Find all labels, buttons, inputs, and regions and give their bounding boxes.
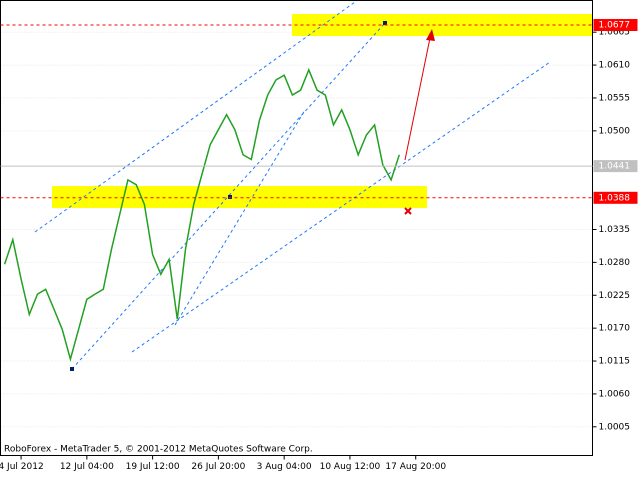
x-tick-label: 26 Jul 20:00	[191, 462, 245, 472]
pivot	[70, 367, 74, 371]
price-line	[3, 67, 401, 363]
level-label: 1.0388	[599, 193, 631, 203]
level-label-box	[593, 19, 638, 32]
y-tick-label: 1.0005	[599, 422, 631, 432]
stop-mark	[404, 207, 412, 215]
channel-lines	[34, 1, 551, 370]
y-tick-label: 1.0225	[599, 291, 631, 301]
y-tick-label: 1.0555	[599, 93, 631, 103]
y-tick-label: 1.0335	[599, 225, 631, 235]
x-tick-label: 10 Aug 12:00	[320, 462, 381, 472]
current-price-box	[593, 160, 638, 173]
pivot	[228, 195, 232, 199]
y-tick-label: 1.0115	[599, 357, 631, 367]
y-tick-label: 1.0500	[599, 126, 631, 136]
y-tick-label: 1.0280	[599, 258, 631, 268]
x-tick-label: 4 Jul 2012	[0, 462, 44, 472]
x-tick-label: 12 Jul 04:00	[60, 462, 114, 472]
x-tick-label: 19 Jul 12:00	[126, 462, 180, 472]
x-tick-label: 17 Aug 20:00	[385, 462, 446, 472]
y-tick-label: 1.0610	[599, 61, 631, 71]
pivot-markers	[70, 21, 387, 371]
current-price-label: 1.0441	[599, 162, 631, 172]
copyright: RoboForex - MetaTrader 5, © 2001-2012 Me…	[4, 445, 313, 455]
pivot	[383, 21, 387, 25]
x-tick-label: 3 Aug 04:00	[257, 462, 312, 472]
arrow-head	[426, 29, 435, 41]
level-label-box	[593, 191, 638, 204]
y-tick-label: 1.0665	[599, 28, 631, 38]
target-band	[292, 14, 592, 36]
channel-line	[131, 61, 551, 353]
forecast-arrow	[404, 37, 431, 161]
plot-frame	[0, 0, 593, 456]
support-band	[52, 186, 427, 208]
y-tick-label: 1.0060	[599, 389, 631, 399]
level-label: 1.0677	[599, 21, 631, 31]
y-tick-label: 1.0170	[599, 324, 631, 334]
